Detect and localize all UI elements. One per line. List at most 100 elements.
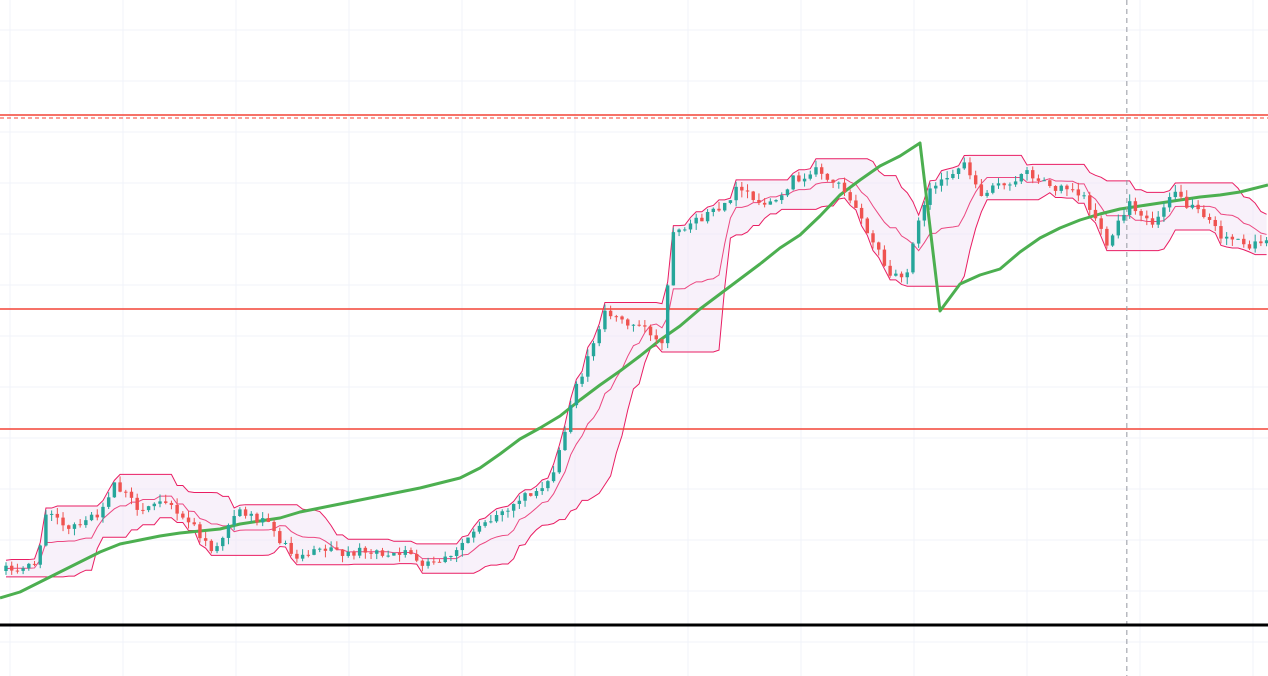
candle: [477, 521, 482, 534]
candle: [283, 540, 288, 546]
candle: [1196, 200, 1200, 214]
candle: [922, 201, 927, 227]
candle-body: [973, 175, 978, 185]
candle-body: [1053, 185, 1058, 191]
candle: [751, 190, 755, 202]
candle-body: [837, 182, 841, 184]
candle: [745, 184, 750, 199]
candle-body: [49, 513, 54, 515]
candle: [603, 304, 607, 333]
candle-body: [1036, 178, 1041, 181]
candle: [1070, 183, 1075, 193]
candle: [888, 259, 892, 278]
candle: [631, 324, 636, 332]
candle-body: [1088, 195, 1092, 210]
candle: [483, 520, 487, 528]
candle-body: [1190, 204, 1195, 208]
candle-body: [1059, 185, 1063, 191]
candle-body: [894, 273, 898, 276]
candle: [1105, 226, 1109, 249]
candle-body: [648, 326, 653, 336]
candle-body: [603, 310, 607, 330]
candle-body: [1185, 196, 1189, 208]
candle: [894, 269, 898, 277]
candle: [55, 507, 60, 525]
candle-body: [169, 502, 174, 505]
candle: [620, 315, 624, 324]
candle: [27, 562, 31, 571]
candle-body: [956, 168, 961, 174]
candle: [854, 194, 858, 208]
candle: [608, 305, 613, 320]
candle-body: [1162, 207, 1166, 217]
candle: [135, 493, 139, 516]
candle-body: [1110, 235, 1115, 246]
candle: [665, 284, 670, 349]
candle-body: [534, 491, 539, 496]
candle: [15, 563, 20, 574]
candle-body: [61, 517, 65, 526]
candle-body: [529, 493, 533, 496]
candle-body: [89, 514, 94, 521]
candle-body: [55, 513, 60, 518]
candle-body: [67, 525, 71, 529]
candle-body: [1145, 215, 1149, 219]
candle-body: [426, 561, 430, 566]
candle: [215, 542, 219, 554]
candle-body: [831, 179, 835, 183]
candle: [21, 566, 25, 575]
candle-body: [614, 316, 619, 318]
candle: [677, 228, 681, 237]
candle: [1008, 182, 1012, 191]
candle-body: [129, 491, 134, 498]
candle-body: [1247, 244, 1252, 249]
candle-body: [1179, 191, 1183, 197]
candle: [403, 545, 407, 558]
candle: [1002, 182, 1006, 190]
candle: [683, 227, 687, 232]
candle: [694, 213, 698, 230]
candle-body: [226, 524, 231, 538]
candle: [278, 527, 282, 545]
candle: [306, 550, 311, 558]
candle-body: [671, 232, 676, 286]
candle-body: [152, 503, 157, 507]
candle-body: [1031, 170, 1035, 179]
candle-body: [774, 200, 778, 202]
candle-body: [243, 509, 248, 516]
candle: [146, 505, 151, 513]
candle-body: [1133, 201, 1138, 212]
candle-body: [32, 563, 37, 565]
candle: [762, 198, 767, 208]
candle-body: [346, 551, 350, 556]
candle: [1202, 205, 1206, 219]
candle-body: [1167, 197, 1172, 208]
candle: [352, 550, 356, 560]
candle-body: [403, 550, 407, 555]
candle-body: [842, 182, 847, 193]
candle: [432, 556, 436, 565]
candle: [1013, 176, 1018, 187]
candle: [44, 510, 48, 547]
candle-body: [1082, 195, 1086, 197]
candle: [785, 188, 790, 198]
candle: [797, 171, 801, 183]
candle-body: [1093, 209, 1098, 219]
candle: [956, 167, 961, 179]
candle-body: [745, 190, 750, 192]
candle: [392, 552, 396, 556]
candle-body: [905, 272, 909, 278]
candle: [141, 503, 145, 515]
candle: [517, 495, 522, 509]
candle-body: [1224, 236, 1229, 239]
candles: [4, 157, 1268, 575]
candle-body: [386, 555, 390, 557]
candle: [1048, 179, 1052, 188]
candle-body: [608, 310, 613, 317]
candle-body: [232, 515, 236, 525]
candle: [226, 523, 231, 545]
candle: [626, 318, 630, 330]
candle-body: [643, 325, 647, 327]
